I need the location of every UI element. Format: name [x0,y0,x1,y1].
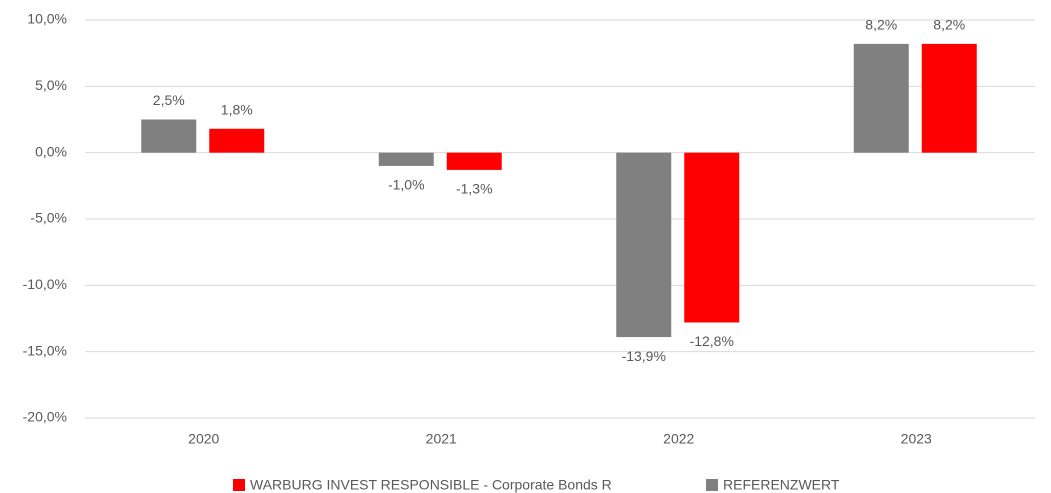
y-tick-label: 10,0% [27,11,67,27]
legend-label: WARBURG INVEST RESPONSIBLE - Corporate B… [250,477,612,493]
legend-label: REFERENZWERT [723,477,840,493]
legend-swatch [706,479,718,491]
y-tick-label: 0,0% [35,143,67,159]
y-tick-label: -5,0% [30,210,67,226]
x-tick-label: 2021 [426,431,457,447]
data-label: 1,8% [221,101,253,117]
y-tick-label: -15,0% [23,342,67,358]
data-label: 8,2% [933,17,965,33]
bar [921,43,977,153]
bar [616,152,672,338]
data-label: -1,0% [388,177,425,193]
data-label: -13,9% [622,348,666,364]
bar [853,43,909,153]
y-tick-label: -20,0% [23,409,67,425]
bar [446,152,502,170]
data-label: -1,3% [456,181,493,197]
x-tick-label: 2020 [188,431,219,447]
bar [141,119,197,153]
y-tick-label: 5,0% [35,77,67,93]
data-label: 8,2% [865,17,897,33]
bar [209,128,265,153]
x-tick-label: 2022 [663,431,694,447]
data-label: -12,8% [690,333,734,349]
legend-swatch [233,479,245,491]
y-tick-label: -10,0% [23,276,67,292]
x-tick-label: 2023 [901,431,932,447]
bar [378,152,434,166]
data-label: 2,5% [153,92,185,108]
bar [684,152,740,323]
